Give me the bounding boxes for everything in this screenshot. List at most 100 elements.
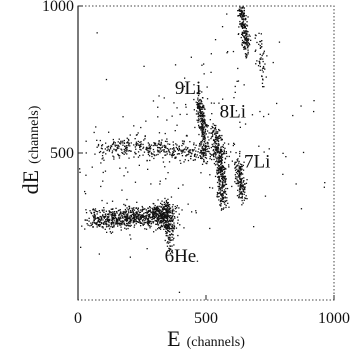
data-point xyxy=(206,98,209,100)
data-point xyxy=(249,35,251,37)
data-point xyxy=(207,136,209,138)
data-point xyxy=(125,216,127,218)
data-point xyxy=(221,170,223,172)
data-point xyxy=(238,174,240,176)
data-point xyxy=(154,208,156,211)
data-point xyxy=(163,149,165,151)
data-point xyxy=(242,185,244,188)
data-point xyxy=(246,21,248,23)
data-point xyxy=(169,248,172,250)
data-point xyxy=(262,86,264,88)
data-point xyxy=(168,226,170,228)
data-point xyxy=(222,198,224,200)
data-point xyxy=(119,209,121,211)
y-tick-label: 500 xyxy=(50,145,74,162)
data-point xyxy=(162,218,164,220)
data-point xyxy=(245,37,247,39)
data-point xyxy=(323,186,325,188)
data-point xyxy=(185,103,187,106)
data-point xyxy=(126,217,128,219)
data-point xyxy=(146,214,148,216)
data-point xyxy=(115,211,117,213)
data-point xyxy=(169,153,171,156)
data-point xyxy=(85,152,87,154)
x-axis-label-main: E xyxy=(167,326,180,351)
data-point xyxy=(143,216,145,218)
data-point xyxy=(117,225,119,227)
data-point xyxy=(148,143,150,145)
data-point xyxy=(240,192,242,194)
data-point xyxy=(237,170,239,173)
data-point xyxy=(170,223,172,225)
data-point xyxy=(221,184,223,186)
data-point xyxy=(220,157,223,159)
data-point xyxy=(129,225,131,227)
data-point xyxy=(247,35,249,38)
data-point xyxy=(197,116,199,118)
data-point xyxy=(166,138,168,140)
data-point xyxy=(143,139,145,141)
data-point xyxy=(112,213,114,215)
data-point xyxy=(159,228,162,230)
data-point xyxy=(118,155,120,157)
data-point xyxy=(200,111,202,113)
data-point xyxy=(164,216,166,218)
data-point xyxy=(169,234,171,236)
data-point xyxy=(167,214,169,216)
data-point xyxy=(94,208,97,210)
data-point xyxy=(206,145,208,147)
data-point xyxy=(193,155,196,157)
data-point xyxy=(240,13,242,15)
data-point xyxy=(93,220,95,222)
data-point xyxy=(124,208,127,211)
data-point xyxy=(217,152,219,154)
data-point xyxy=(171,153,173,155)
data-point xyxy=(143,217,145,219)
data-point xyxy=(99,219,102,221)
data-point xyxy=(163,201,165,203)
data-point xyxy=(222,196,225,199)
data-point xyxy=(202,113,204,115)
data-point xyxy=(159,150,161,152)
data-point xyxy=(202,153,205,155)
data-point xyxy=(259,40,261,43)
data-point xyxy=(241,18,243,20)
data-point xyxy=(134,181,137,183)
data-point xyxy=(222,208,224,210)
data-point xyxy=(128,212,130,214)
data-point xyxy=(115,217,118,220)
data-point xyxy=(123,215,125,218)
data-point xyxy=(156,207,159,209)
data-point xyxy=(134,213,136,215)
data-point xyxy=(214,175,217,178)
data-point xyxy=(160,214,163,216)
data-point xyxy=(202,128,204,130)
data-point xyxy=(212,127,214,129)
data-point xyxy=(207,142,209,144)
data-point xyxy=(225,152,228,154)
data-point xyxy=(217,193,219,195)
data-point xyxy=(178,146,180,148)
data-point xyxy=(121,222,124,224)
data-point xyxy=(125,147,127,150)
data-point xyxy=(85,174,87,176)
data-point xyxy=(236,183,238,185)
data-point xyxy=(243,15,245,17)
data-point xyxy=(219,191,221,193)
data-point xyxy=(217,169,219,171)
data-point xyxy=(130,238,132,240)
data-point xyxy=(239,150,241,153)
data-point xyxy=(136,217,138,219)
data-point xyxy=(140,216,143,219)
data-point xyxy=(216,194,218,196)
data-point xyxy=(213,143,215,145)
data-point xyxy=(201,157,203,160)
data-point xyxy=(244,45,246,47)
data-point xyxy=(143,208,145,210)
data-point xyxy=(157,219,159,221)
data-point xyxy=(167,143,169,145)
data-point xyxy=(136,201,138,203)
data-point xyxy=(144,218,146,220)
data-point xyxy=(226,52,228,54)
data-point xyxy=(111,220,113,222)
